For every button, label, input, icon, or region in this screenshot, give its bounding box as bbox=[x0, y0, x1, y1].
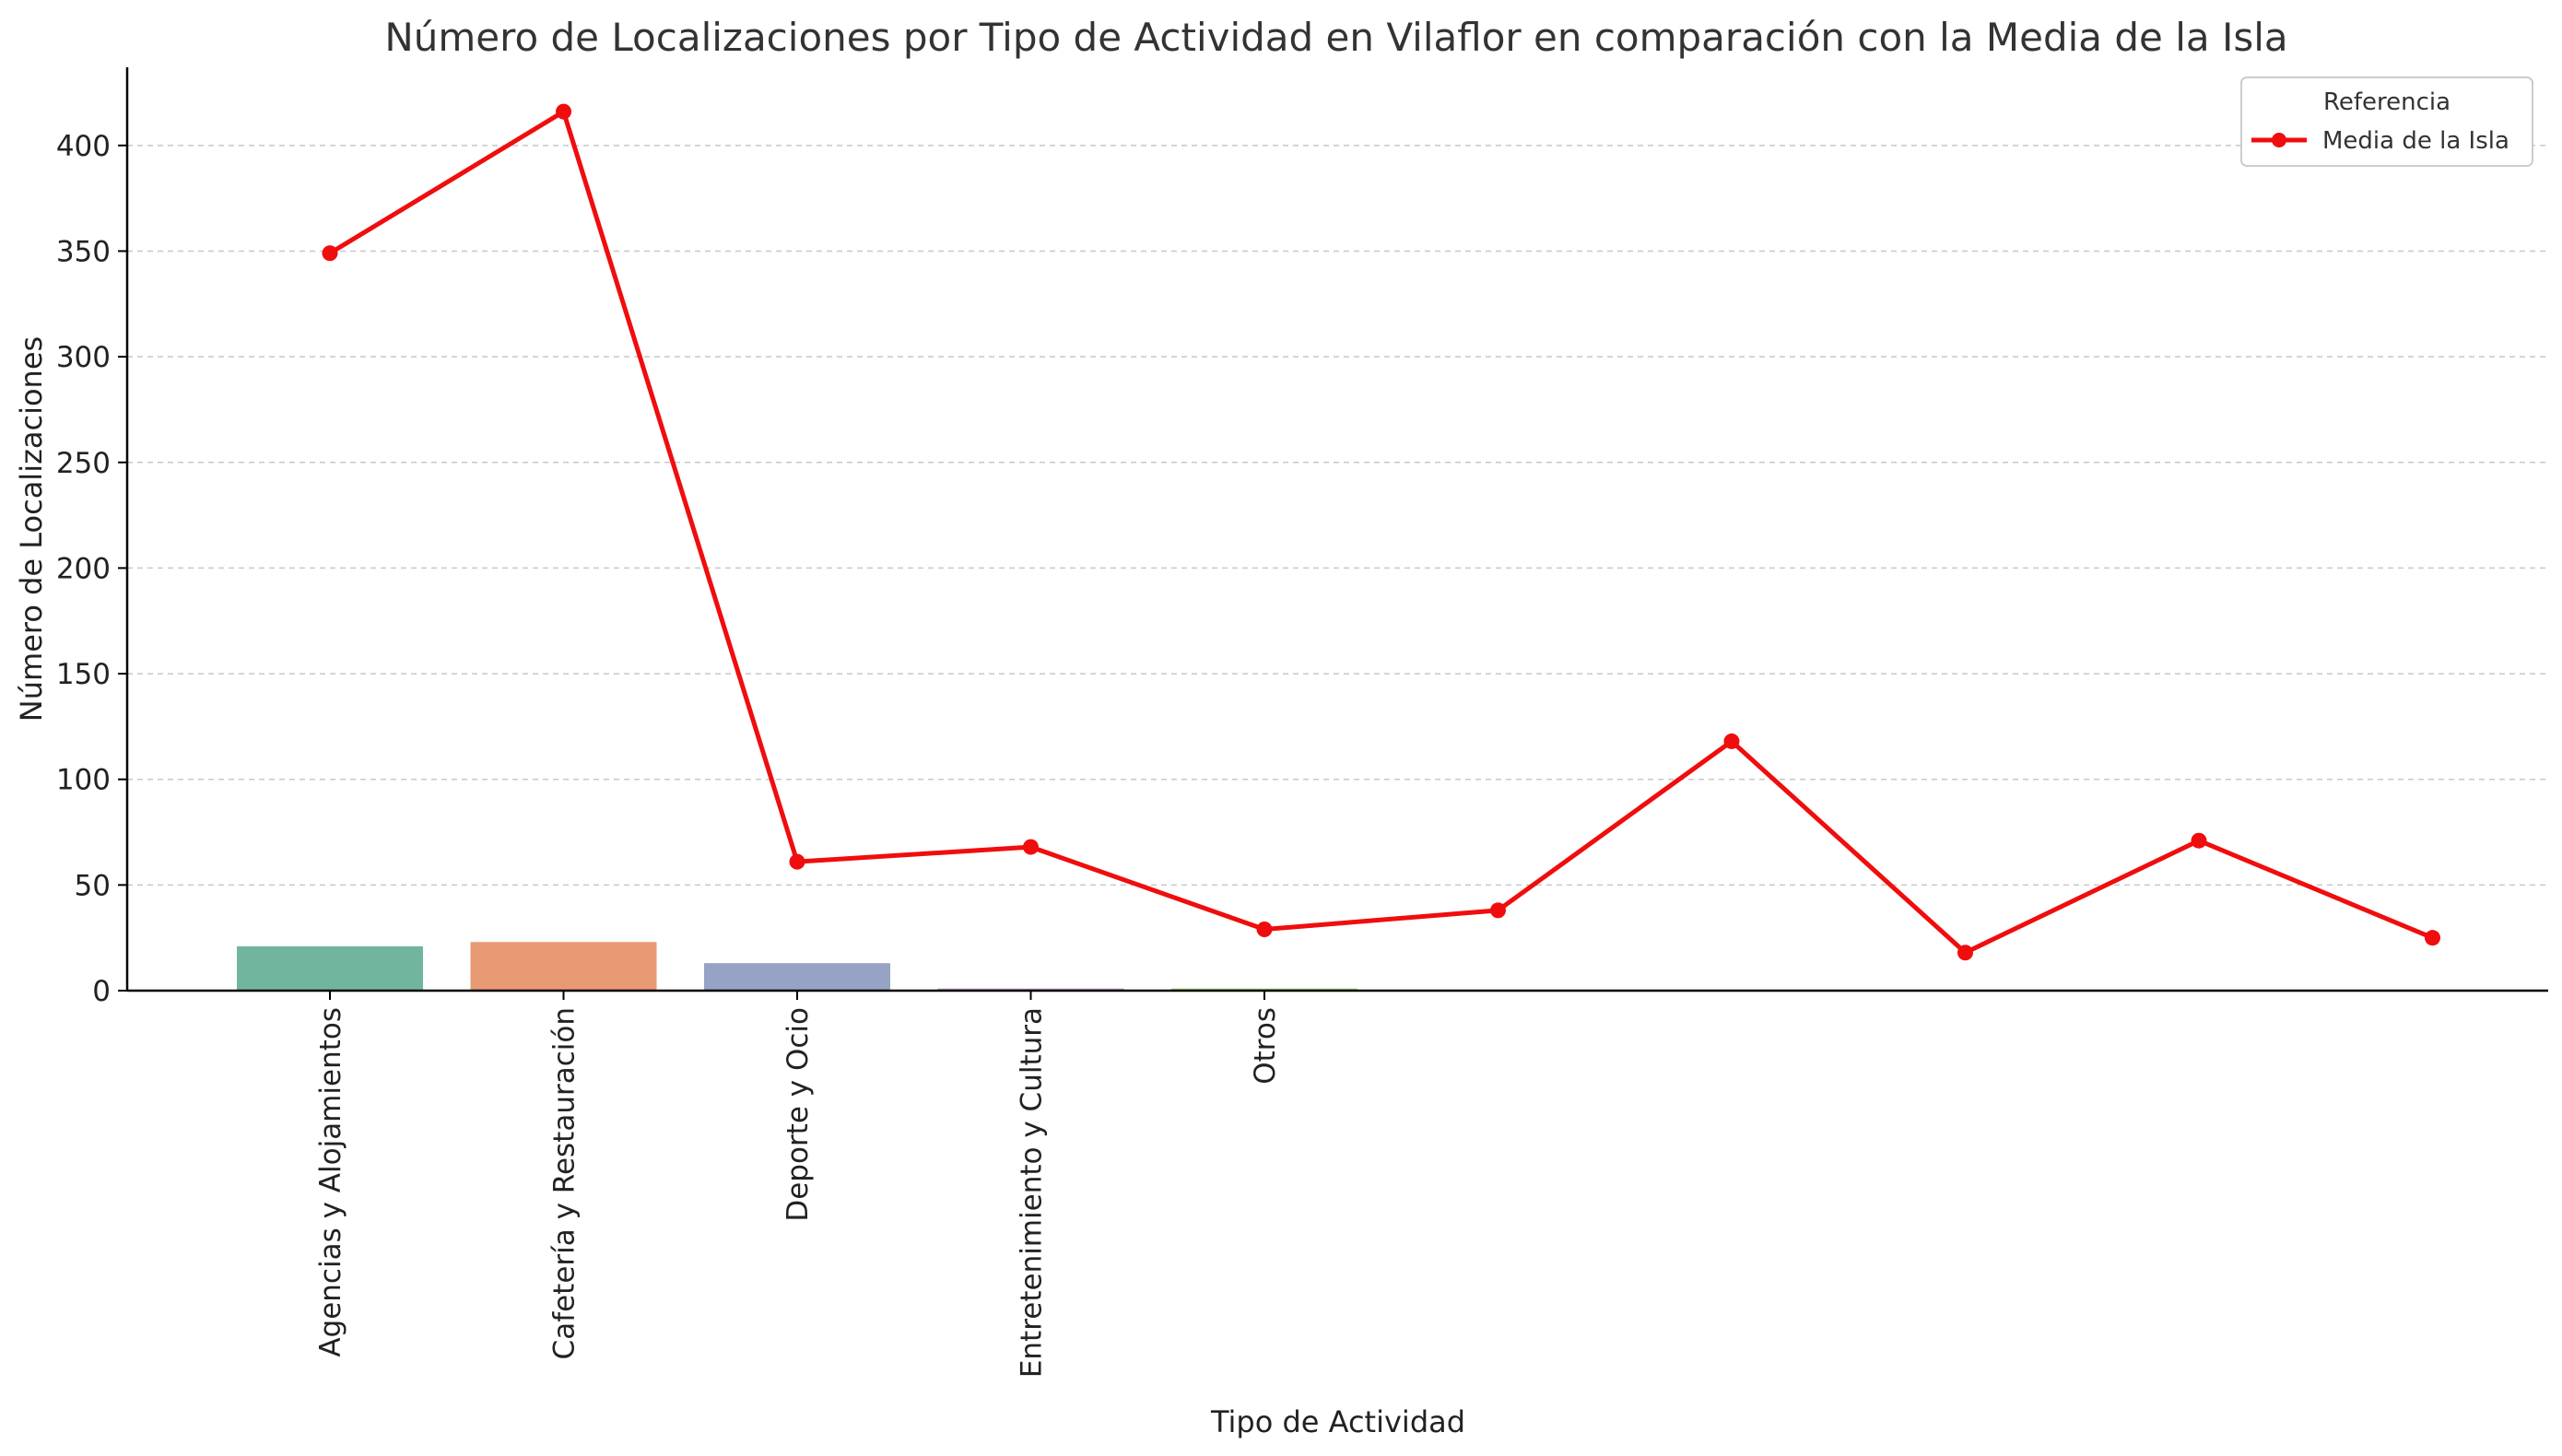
x-tick-label: Deporte y Ocio bbox=[782, 1007, 815, 1222]
line-point bbox=[556, 103, 571, 120]
y-axis-label: Número de Localizaciones bbox=[14, 336, 49, 722]
bars bbox=[237, 942, 1357, 991]
x-tick-label: Otros bbox=[1249, 1007, 1282, 1085]
line-series bbox=[322, 103, 2440, 961]
y-tick-label: 400 bbox=[56, 130, 111, 163]
y-tick-label: 200 bbox=[56, 552, 111, 585]
line-point bbox=[1723, 733, 1740, 749]
series-line-media bbox=[328, 109, 2434, 956]
axes bbox=[125, 67, 2548, 992]
bar bbox=[470, 942, 657, 991]
y-ticks: 0 50 100 150 200 250 300 350 400 bbox=[56, 130, 127, 1008]
x-tick-label: Cafetería y Restauración bbox=[548, 1007, 582, 1359]
y-tick-label: 50 bbox=[75, 869, 111, 902]
bar bbox=[237, 945, 423, 991]
line-point bbox=[789, 853, 805, 870]
y-tick-label: 0 bbox=[92, 975, 111, 1008]
line-point bbox=[1957, 945, 1973, 961]
y-tick-label: 100 bbox=[56, 764, 111, 797]
y-tick-label: 350 bbox=[56, 235, 111, 268]
x-tick-label: Entretenimiento y Cultura bbox=[1016, 1007, 1049, 1378]
x-axis-label: Tipo de Actividad bbox=[1210, 1404, 1465, 1439]
x-tick-label: Agencias y Alojamientos bbox=[314, 1007, 347, 1357]
line-point bbox=[1023, 839, 1039, 855]
y-tick-label: 300 bbox=[56, 341, 111, 374]
line-point bbox=[322, 245, 338, 262]
legend-label-media: Media de la Isla bbox=[2322, 127, 2509, 155]
y-tick-label: 250 bbox=[56, 447, 111, 480]
line-point bbox=[1490, 902, 1506, 919]
legend: Referencia Media de la Isla bbox=[2240, 76, 2533, 167]
legend-line-marker bbox=[2272, 133, 2286, 147]
line-point bbox=[2191, 832, 2207, 849]
legend-box bbox=[2240, 76, 2533, 167]
bar bbox=[704, 963, 890, 991]
line-point bbox=[2425, 930, 2440, 946]
legend-title: Referencia bbox=[2323, 88, 2450, 116]
gridlines bbox=[127, 145, 2548, 887]
y-tick-label: 150 bbox=[56, 658, 111, 691]
chart-title: Número de Localizaciones por Tipo de Act… bbox=[384, 15, 2287, 60]
line-point bbox=[1256, 922, 1273, 938]
x-ticks: Agencias y Alojamientos Cafetería y Resta… bbox=[314, 991, 1282, 1378]
